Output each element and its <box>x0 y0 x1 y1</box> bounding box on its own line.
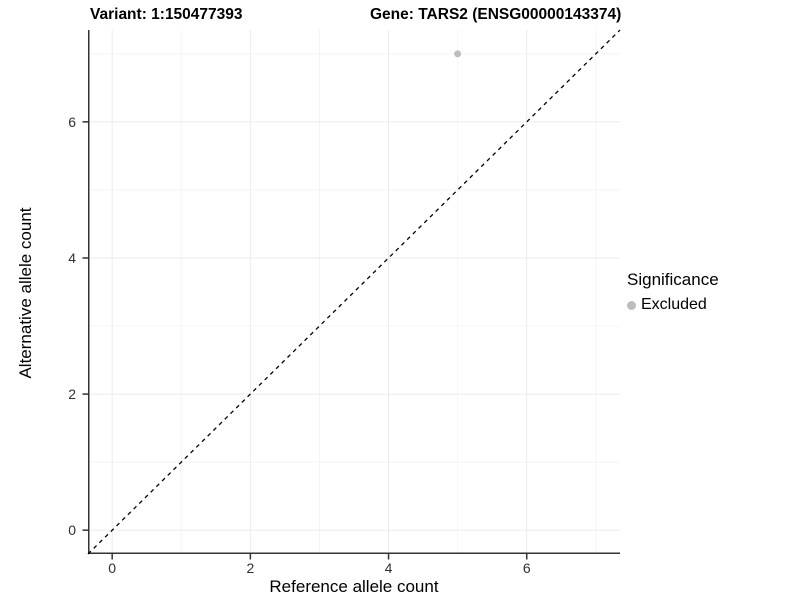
y-axis-title: Alternative allele count <box>16 207 35 379</box>
legend-item-excluded: Excluded <box>627 296 719 314</box>
data-point <box>454 50 462 58</box>
x-tick-label: 4 <box>384 560 393 576</box>
plot-canvas <box>82 29 621 560</box>
y-tick-label: 0 <box>68 522 76 539</box>
legend-title: Significance <box>627 270 719 289</box>
y-tick-label: 6 <box>68 113 76 130</box>
plot-title-variant: Variant: 1:150477393 <box>90 6 243 23</box>
x-tick-label: 2 <box>246 560 255 576</box>
legend-point-icon <box>627 300 636 310</box>
identity-dashed-line <box>87 29 621 555</box>
x-tick-label: 0 <box>108 560 117 576</box>
x-axis-title: Reference allele count <box>269 577 439 596</box>
legend-item-label: Excluded <box>641 296 707 313</box>
x-tick-label: 6 <box>522 560 531 576</box>
plot-title-gene: Gene: TARS2 (ENSG00000143374) <box>370 6 622 23</box>
legend: Significance Excluded <box>627 270 719 314</box>
y-tick-label: 2 <box>68 386 76 403</box>
plot-panel <box>82 29 621 560</box>
y-tick-label: 4 <box>68 249 76 266</box>
